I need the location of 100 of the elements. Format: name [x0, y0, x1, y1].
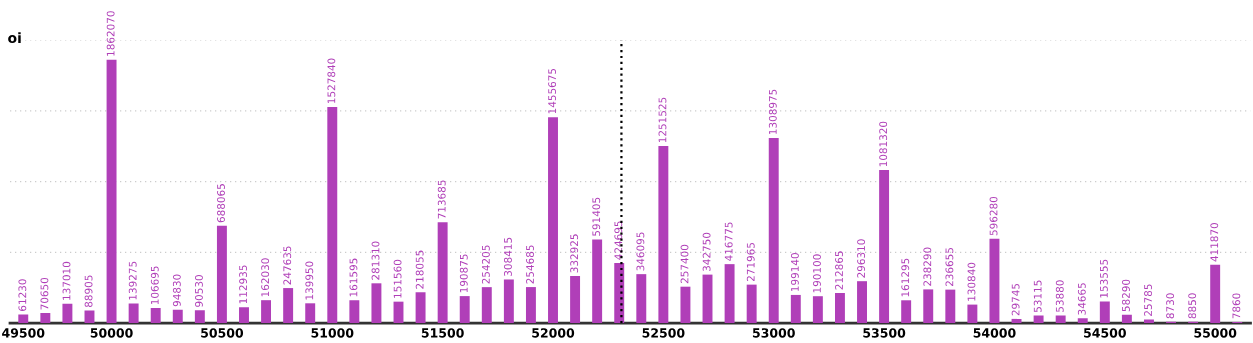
data-label: 190100	[813, 254, 821, 293]
bar	[768, 137, 779, 324]
data-label: 342750	[702, 232, 711, 272]
data-label: 332925	[570, 234, 579, 273]
bar	[261, 300, 272, 324]
bar	[503, 279, 514, 324]
data-label: 1862070	[106, 11, 115, 56]
x-tick-label: 49500	[2, 328, 45, 338]
data-label: 713685	[437, 180, 446, 219]
data-label: 112935	[239, 265, 248, 304]
x-tick-label: 52500	[642, 328, 685, 338]
data-label: 416775	[724, 222, 733, 261]
bar	[18, 314, 29, 324]
x-tick-label: 50000	[90, 328, 133, 338]
x-tick-label: 53000	[752, 328, 795, 338]
data-label: 271965	[746, 242, 755, 282]
bar	[548, 117, 558, 324]
x-tick-label: 51000	[311, 328, 354, 338]
bar	[150, 308, 161, 324]
bar	[459, 296, 470, 324]
bar	[62, 303, 73, 324]
bar	[172, 309, 183, 324]
data-label: 94830	[172, 274, 181, 307]
data-label: 58290	[1122, 279, 1130, 312]
data-label: 151560	[393, 259, 402, 298]
bar	[570, 276, 581, 324]
data-label: 238290	[923, 247, 932, 286]
data-label: 1251525	[658, 97, 667, 143]
data-label: 161295	[901, 258, 910, 297]
data-label: 411870	[1210, 222, 1219, 262]
data-label: 1455675	[548, 68, 557, 114]
data-label: 281310	[371, 241, 380, 280]
bar	[305, 303, 316, 324]
bar	[1077, 318, 1088, 324]
bar	[812, 296, 823, 324]
y-axis-title: oi	[8, 32, 21, 44]
bar	[724, 264, 735, 324]
x-tick-label: 55000	[1194, 328, 1237, 338]
data-label: 1308975	[768, 89, 777, 134]
data-label: 591405	[592, 197, 601, 236]
data-label: 90530	[194, 275, 203, 307]
data-label: 130840	[967, 262, 976, 301]
bar	[216, 225, 227, 324]
data-label: 8730	[1166, 293, 1175, 319]
bar	[525, 287, 536, 324]
data-label: 34665	[1077, 283, 1086, 315]
bar	[790, 294, 801, 324]
bar	[636, 274, 647, 324]
data-label: 137010	[62, 261, 71, 300]
data-label: 247635	[283, 246, 292, 285]
data-label: 424695	[614, 221, 623, 260]
data-label: 29745	[1011, 283, 1020, 316]
data-label: 8850	[1188, 293, 1197, 319]
data-label: 596280	[989, 196, 998, 236]
bar	[923, 289, 934, 324]
data-label: 139275	[128, 261, 137, 300]
data-label: 61230	[18, 279, 27, 311]
bar	[746, 284, 757, 324]
bar	[592, 239, 603, 324]
bar	[327, 106, 338, 324]
data-label: 162030	[261, 258, 270, 297]
data-label: 53880	[1055, 280, 1064, 312]
bar	[879, 170, 890, 324]
bar	[1055, 315, 1066, 324]
bar	[1210, 264, 1221, 324]
data-label: 296310	[857, 239, 866, 278]
bar	[1099, 301, 1110, 324]
data-label: 70650	[40, 277, 49, 310]
bar	[437, 222, 448, 324]
bar	[481, 287, 492, 324]
bar	[239, 307, 249, 324]
data-label: 139950	[305, 261, 314, 300]
bar	[128, 303, 139, 324]
bar	[658, 146, 669, 324]
bar	[283, 288, 294, 324]
data-label: 688065	[217, 184, 225, 223]
data-label: 254205	[481, 245, 490, 284]
x-tick-label: 50500	[201, 328, 244, 338]
bar	[945, 289, 956, 324]
data-label: 106695	[150, 266, 159, 305]
bar	[967, 304, 978, 324]
x-tick-label: 53500	[863, 328, 906, 338]
x-tick-label: 52000	[532, 328, 575, 338]
bar	[194, 310, 205, 324]
bar	[40, 313, 51, 324]
x-tick-label: 51500	[421, 328, 464, 338]
bar	[415, 292, 426, 324]
data-label: 190875	[459, 254, 468, 293]
data-label: 308415	[504, 237, 512, 276]
bar	[1121, 314, 1132, 324]
x-tick-label: 54500	[1084, 328, 1126, 338]
bar	[834, 292, 845, 324]
data-label: 1527840	[327, 58, 336, 104]
data-label: 346095	[636, 232, 645, 271]
data-label: 199140	[790, 253, 799, 292]
bar	[1033, 315, 1044, 324]
data-label: 218055	[415, 250, 424, 289]
bar	[349, 300, 360, 324]
bar	[901, 300, 912, 324]
data-label: 257400	[680, 244, 689, 284]
